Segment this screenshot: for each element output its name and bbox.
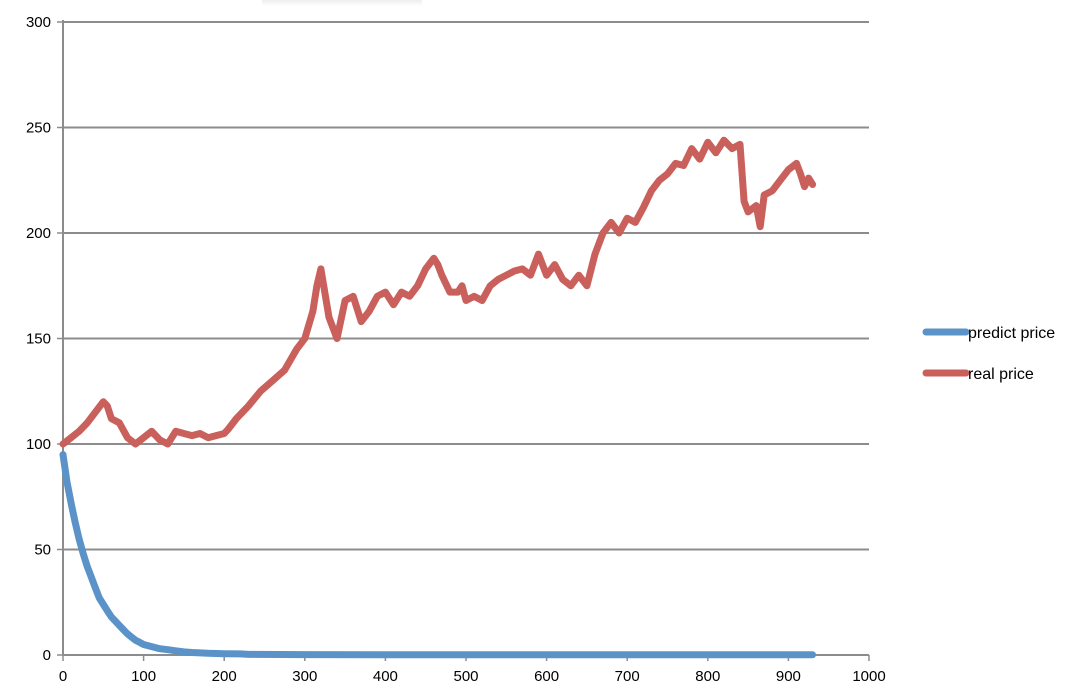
x-tick-label: 700 [615,668,640,685]
gridlines [63,21,869,551]
x-tick-label: 1000 [852,668,885,685]
legend-label: real price [968,366,1034,383]
x-tick-label: 200 [212,668,237,685]
series-line-predict-price [59,451,817,659]
y-tick-label: 50 [34,542,51,559]
window-tab-shadow [262,0,422,6]
legend-item-predict-price: predict price [922,325,1055,342]
y-tick-label: 300 [26,14,51,31]
y-tick-label: 0 [43,647,51,664]
x-tick-label: 400 [373,668,398,685]
y-tick-label: 250 [26,120,51,137]
x-tick-label: 300 [292,668,317,685]
x-tick-label: 100 [131,668,156,685]
y-tick-label: 100 [26,436,51,453]
y-tick-label: 200 [26,225,51,242]
y-tick-label: 150 [26,331,51,348]
legend-item-real-price: real price [922,366,1034,383]
legend: predict price real price [922,325,1055,383]
series-line-real-price [59,136,817,448]
x-tick-label: 900 [776,668,801,685]
series-lines [59,136,817,659]
x-tick-label: 500 [453,668,478,685]
x-axis-tick-labels: 0 100 200 300 400 500 600 700 800 900 1000 [59,668,886,685]
y-axis-tick-labels: 0 50 100 150 200 250 300 [26,14,51,664]
x-tick-label: 800 [695,668,720,685]
legend-label: predict price [968,325,1055,342]
axes [57,20,870,661]
x-tick-label: 600 [534,668,559,685]
x-tick-label: 0 [59,668,67,685]
